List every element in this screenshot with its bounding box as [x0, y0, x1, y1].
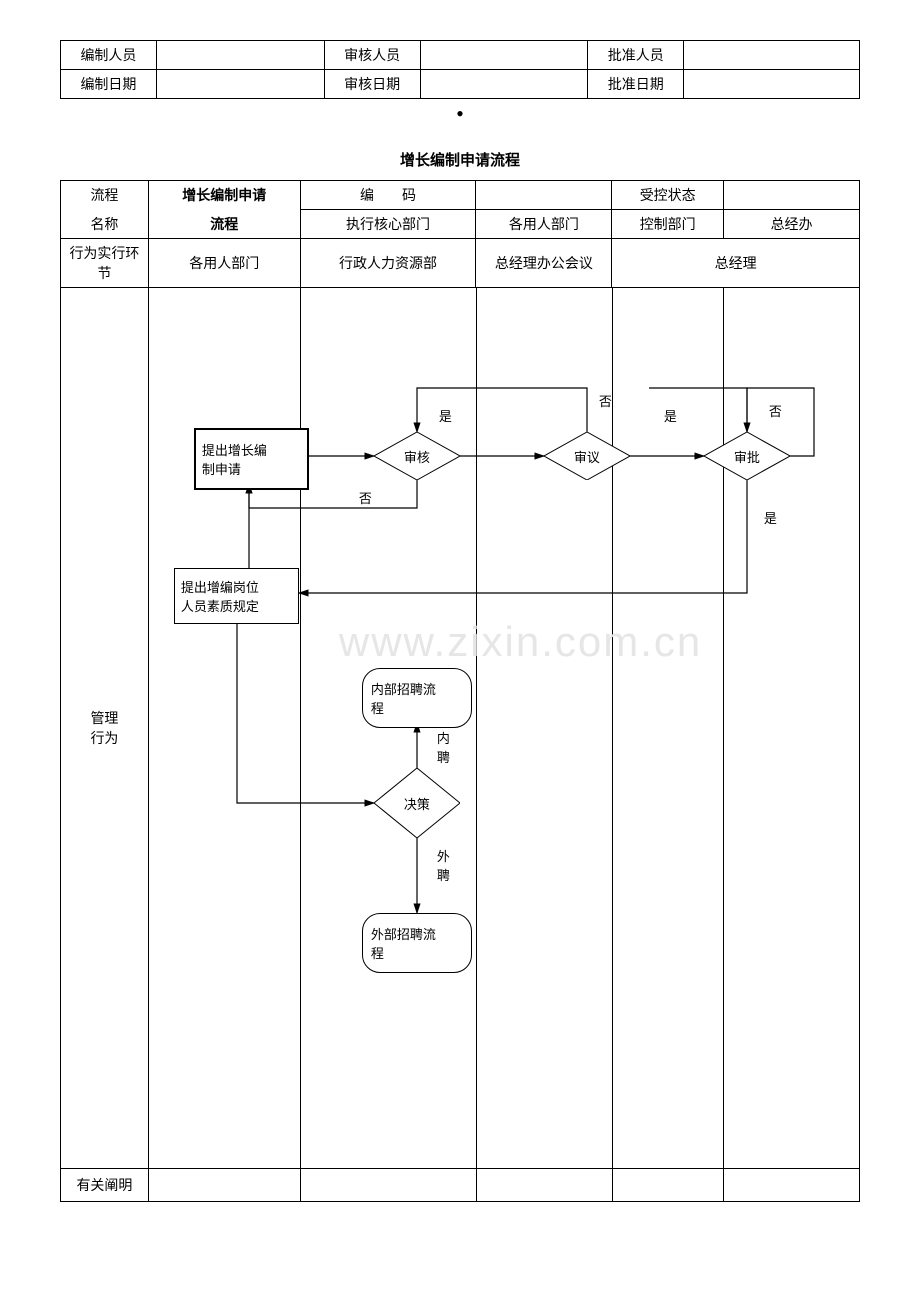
connectors [149, 288, 861, 1168]
cell: 各用人部门 [476, 210, 612, 239]
cell: 有关阐明 [61, 1169, 149, 1202]
edge-label-internal: 内 聘 [437, 728, 450, 766]
header-row-3: 行为实行环节 各用人部门 行政人力资源部 总经理办公会议 总经理 [61, 239, 860, 288]
cell: 各用人部门 [148, 239, 300, 288]
node-discuss: 审议 [544, 432, 630, 480]
header-row-1: 流程 增长编制申请 编 码 受控状态 [61, 181, 860, 210]
node-decide: 决策 [374, 768, 460, 838]
cell: 审核日期 [324, 70, 420, 99]
cell: 审核人员 [324, 41, 420, 70]
cell [420, 70, 588, 99]
cell: 受控状态 [612, 181, 724, 210]
diamond-label: 决策 [374, 768, 460, 838]
cell [156, 70, 324, 99]
cell [724, 181, 860, 210]
cell: 编制日期 [61, 70, 157, 99]
cell-empty [148, 1169, 859, 1202]
node-internal-recruit: 内部招聘流 程 [362, 668, 472, 728]
cell: 控制部门 [612, 210, 724, 239]
cell: 流程 [148, 210, 300, 239]
cell: 增长编制申请 [148, 181, 300, 210]
table-row: 编制日期 审核日期 批准日期 [61, 70, 860, 99]
cell: 行为实行环节 [61, 239, 149, 288]
watermark: www.zixin.com.cn [339, 618, 702, 666]
cell: 流程 [61, 181, 149, 210]
cell [684, 70, 860, 99]
edge-label-review-no: 否 [359, 488, 372, 507]
page-title: 增长编制申请流程 [60, 149, 860, 170]
cell: 名称 [61, 210, 149, 239]
cell: 编制人员 [61, 41, 157, 70]
edge-label-discuss-no: 否 [599, 391, 612, 410]
table-row: 编制人员 审核人员 批准人员 [61, 41, 860, 70]
flowchart-row: 管理 行为 www.zixin.com.cn [61, 288, 860, 1169]
bullet-separator: • [60, 109, 860, 119]
cell: 行政人力资源部 [300, 239, 476, 288]
diamond-label: 审核 [374, 432, 460, 480]
node-external-recruit: 外部招聘流 程 [362, 913, 472, 973]
cell: 总经办 [724, 210, 860, 239]
diamond-label: 审批 [704, 432, 790, 480]
edge-label-approve-yes-down: 是 [764, 508, 777, 527]
cell: 批准人员 [588, 41, 684, 70]
cell [476, 181, 612, 210]
footer-row: 有关阐明 [61, 1169, 860, 1202]
node-spec: 提出增编岗位 人员素质规定 [174, 568, 299, 624]
cell [684, 41, 860, 70]
node-review: 审核 [374, 432, 460, 480]
diamond-label: 审议 [544, 432, 630, 480]
cell: 总经理 [612, 239, 860, 288]
node-apply: 提出增长编 制申请 [194, 428, 309, 490]
flowchart-canvas: www.zixin.com.cn [148, 288, 859, 1169]
main-flow-table: 流程 增长编制申请 编 码 受控状态 名称 流程 执行核心部门 各用人部门 控制… [60, 180, 860, 1202]
edge-label-review-yes: 是 [439, 406, 452, 425]
cell: 总经理办公会议 [476, 239, 612, 288]
cell [420, 41, 588, 70]
cell: 编 码 [300, 181, 476, 210]
flow-left-label: 管理 行为 [61, 288, 149, 1169]
edge-label-external: 外 聘 [437, 846, 450, 884]
header-row-2: 名称 流程 执行核心部门 各用人部门 控制部门 总经办 [61, 210, 860, 239]
cell [156, 41, 324, 70]
edge-label-approve-no: 否 [769, 401, 782, 420]
node-approve: 审批 [704, 432, 790, 480]
top-meta-table: 编制人员 审核人员 批准人员 编制日期 审核日期 批准日期 [60, 40, 860, 99]
cell: 执行核心部门 [300, 210, 476, 239]
cell: 批准日期 [588, 70, 684, 99]
edge-label-approve-yes-top: 是 [664, 406, 677, 425]
